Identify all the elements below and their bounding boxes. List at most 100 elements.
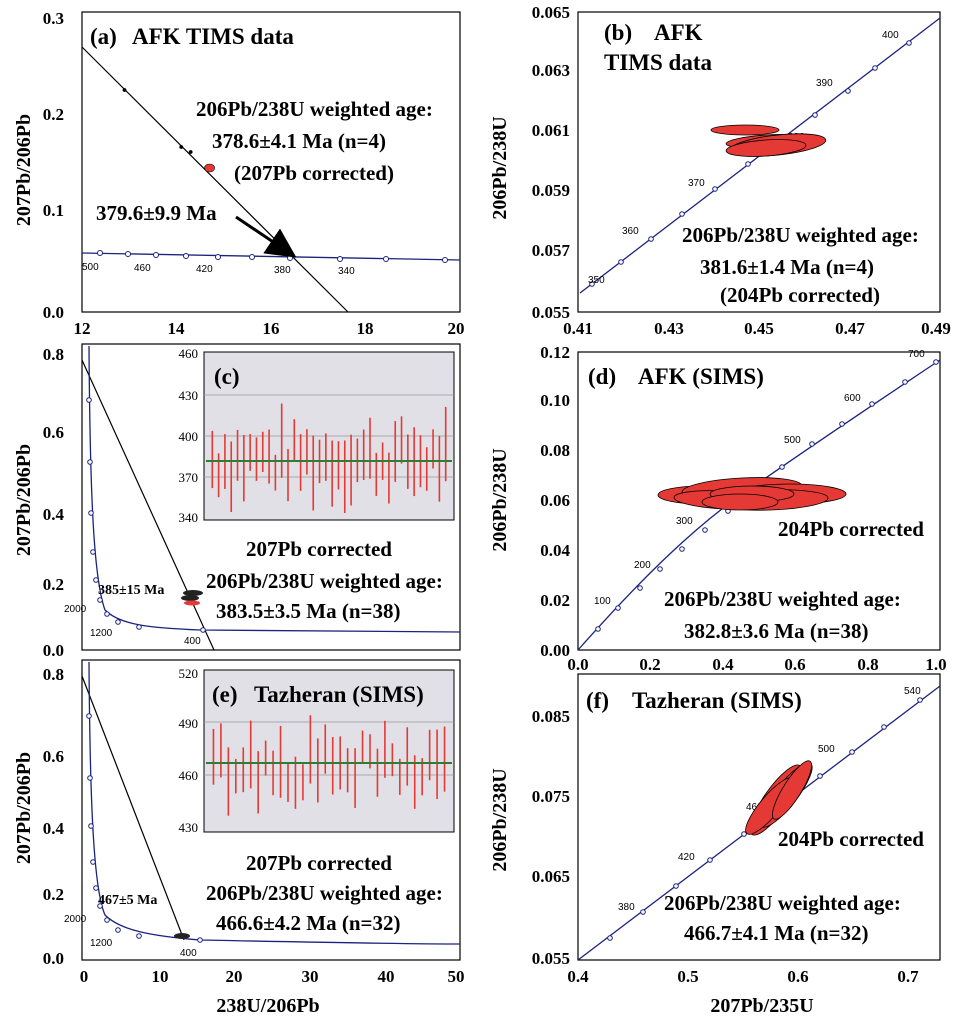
concordia-knot	[87, 775, 93, 781]
age-header: 206Pb/238U weighted age:	[682, 223, 919, 247]
concordia-knot	[881, 724, 887, 730]
error-ellipse	[174, 933, 190, 939]
x-tick-label: 40	[378, 967, 395, 986]
concordia-age-label: 500	[82, 262, 99, 273]
concordia-curve	[88, 661, 461, 945]
age-header: 206Pb/238U weighted age:	[664, 587, 901, 611]
concordia-age-label: 1200	[90, 938, 113, 949]
y-tick-label: 0.04	[540, 541, 570, 560]
inset-y-tick: 520	[179, 666, 199, 681]
y-tick-label: 0.08	[540, 441, 570, 460]
y-tick-label: 0.1	[43, 201, 64, 220]
inset-panel	[203, 669, 455, 833]
concordia-knot	[872, 65, 878, 71]
age-value: 466.7±4.1 Ma (n=32)	[684, 921, 868, 945]
age-header: 206Pb/238U weighted age:	[664, 891, 901, 915]
concordia-knots	[86, 713, 203, 943]
inset-y-tick: 460	[179, 346, 199, 361]
error-ellipses	[181, 590, 203, 606]
concordia-knot	[679, 211, 685, 217]
y-tick-label: 0.055	[532, 949, 570, 968]
x-tick-label: 30	[302, 967, 319, 986]
concordia-age-label: 2000	[64, 604, 87, 615]
concordia-knots	[595, 359, 939, 632]
x-axis-label: 238U/206Pb	[216, 995, 319, 1017]
age-value: 383.5±3.5 Ma (n=38)	[216, 599, 400, 623]
inset-y-tick: 430	[179, 820, 199, 835]
x-tick-label: 0.4	[712, 655, 734, 674]
data-point	[179, 145, 184, 149]
x-tick-label: 0.5	[677, 967, 698, 986]
concordia-knot	[93, 577, 99, 583]
error-ellipses	[657, 477, 847, 511]
panel-label: (e)	[212, 682, 238, 707]
intercept-arrow	[235, 215, 297, 258]
x-tick-label: 0.0	[567, 655, 588, 674]
panel-d: 0.12 0.10 0.08 0.06 0.04 0.02 0.00 0.0 0…	[489, 343, 947, 674]
panel-label: (c)	[214, 364, 240, 389]
x-tick-label: 0.8	[857, 655, 878, 674]
concordia-knot	[88, 510, 94, 516]
inset-error-bars	[212, 715, 446, 816]
correction-label: 204Pb corrected	[778, 827, 924, 851]
plot-frame	[81, 11, 461, 313]
age-value: 381.6±1.4 Ma (n=4)	[700, 255, 874, 279]
y-tick-label: 0.065	[532, 867, 570, 886]
concordia-knot	[249, 254, 255, 260]
concordia-knot	[90, 859, 96, 865]
y-tick-label: 0.085	[532, 707, 570, 726]
panel-label: (f)	[586, 688, 609, 713]
concordia-knot	[197, 937, 203, 943]
concordia-age-label: 2000	[64, 914, 87, 925]
error-ellipses	[745, 760, 813, 836]
concordia-knot	[136, 933, 142, 939]
concordia-knot	[618, 259, 624, 265]
x-tick-label: 0.47	[835, 319, 865, 338]
x-tick-label: 0.49	[921, 319, 951, 338]
x-tick-label: 0	[80, 967, 89, 986]
x-tick-label: 0.6	[784, 655, 805, 674]
x-tick-label: 14	[168, 319, 186, 338]
inset-y-tick: 460	[179, 768, 199, 783]
inset-y-tick: 370	[179, 470, 199, 485]
concordia-knot	[115, 619, 121, 625]
concordia-knot	[183, 253, 189, 259]
concordia-knot	[115, 927, 121, 933]
correction-label: 204Pb corrected	[778, 517, 924, 541]
concordia-knot	[200, 627, 206, 633]
y-tick-label: 0.0	[43, 641, 64, 660]
x-tick-label: 50	[448, 967, 465, 986]
panel-e: 0.8 0.6 0.4 0.2 0.0 0 10 20 30 40 50 207…	[13, 659, 465, 1017]
y-tick-label: 0.0	[43, 303, 64, 322]
x-tick-label: 0.7	[897, 967, 919, 986]
concordia-age-label: 350	[588, 275, 605, 286]
y-tick-label: 0.4	[43, 819, 65, 838]
error-ellipses	[174, 933, 190, 939]
y-tick-label: 0.6	[43, 423, 64, 442]
error-ellipses	[710, 124, 827, 157]
concordia-age-label: 100	[594, 596, 611, 607]
concordia-knot	[595, 626, 601, 632]
concordia-age-label: 500	[784, 435, 801, 446]
concordia-age-label: 600	[844, 393, 861, 404]
plot-frame	[577, 351, 941, 651]
concordia-knot	[779, 464, 785, 470]
data-point	[188, 150, 193, 154]
concordia-age-label: 380	[274, 265, 291, 276]
plot-frame	[577, 11, 941, 313]
regression-line	[81, 46, 349, 313]
panel-label: (d)	[588, 364, 616, 389]
concordia-knot	[86, 397, 92, 403]
concordia-curve	[81, 252, 461, 261]
concordia-age-label: 540	[904, 686, 921, 697]
inset-caption: 207Pb corrected	[246, 851, 392, 875]
intercept-age-label: 379.6±9.9 Ma	[96, 201, 217, 225]
data-point	[122, 88, 127, 92]
y-tick-label: 0.02	[540, 591, 570, 610]
error-ellipse	[184, 600, 200, 606]
concordia-knot	[679, 546, 685, 552]
x-tick-label: 20	[448, 319, 465, 338]
concordia-age-label: 380	[618, 902, 635, 913]
intercept-age-label: 385±15 Ma	[98, 583, 164, 598]
concordia-age-label: 500	[818, 744, 835, 755]
